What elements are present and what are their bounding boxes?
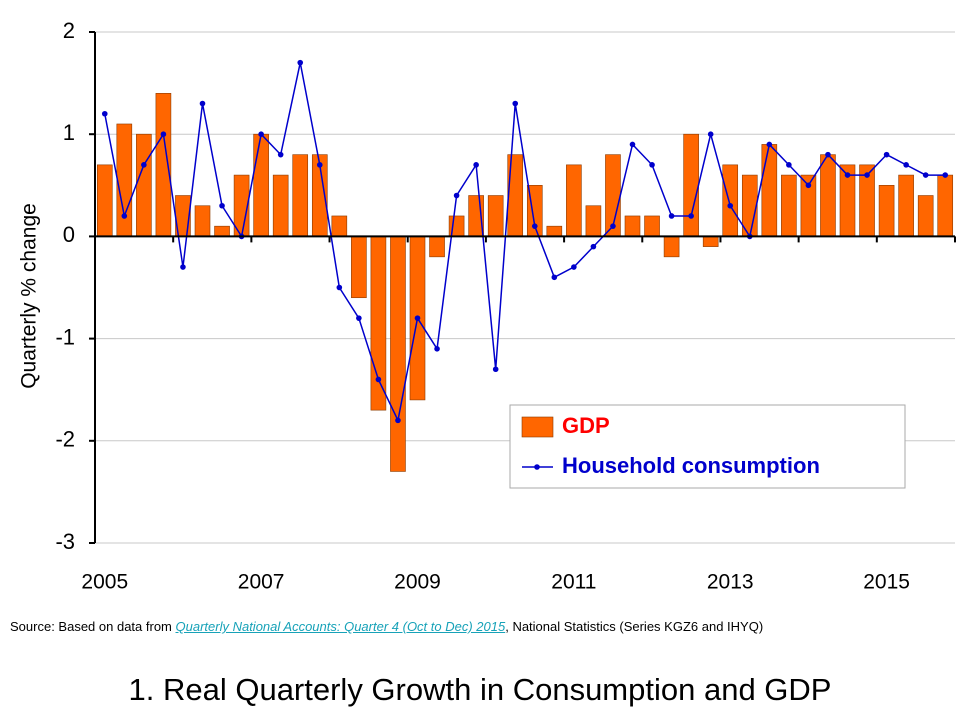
bar <box>546 225 563 237</box>
marker <box>942 172 949 178</box>
bar <box>253 133 269 237</box>
marker <box>141 162 147 168</box>
y-tick-label: 2 <box>63 18 75 43</box>
marker <box>453 192 460 199</box>
bar <box>878 185 895 237</box>
marker <box>356 315 362 321</box>
source-suffix: , National Statistics (Series KGZ6 and I… <box>505 619 764 634</box>
bar <box>116 123 133 237</box>
bar <box>644 215 660 237</box>
bar <box>761 144 778 237</box>
marker <box>199 100 206 107</box>
bar <box>624 215 641 237</box>
legend-label: Household consumption <box>562 453 820 478</box>
marker <box>805 182 812 189</box>
legend-marker <box>534 464 540 470</box>
bar <box>722 164 739 237</box>
marker <box>336 284 343 291</box>
bar <box>292 154 309 237</box>
marker <box>786 162 792 168</box>
marker <box>297 59 304 66</box>
bar <box>683 133 699 237</box>
marker <box>375 376 382 383</box>
y-tick-label: 0 <box>63 222 75 247</box>
bar <box>370 236 387 411</box>
marker <box>590 243 597 250</box>
bar <box>566 164 582 237</box>
marker <box>277 151 284 158</box>
y-tick-label: -3 <box>55 529 75 554</box>
bar <box>937 174 954 237</box>
bar <box>585 205 602 237</box>
bar <box>820 154 836 237</box>
bar <box>351 236 367 299</box>
bar <box>331 215 348 237</box>
x-tick-label: 2013 <box>707 571 754 594</box>
y-tick-label: 1 <box>63 120 75 145</box>
marker <box>668 213 675 219</box>
y-axis-label: Quarterly % change <box>18 203 41 389</box>
marker <box>825 151 831 158</box>
marker <box>707 131 714 137</box>
bar <box>390 236 406 472</box>
marker <box>629 141 636 148</box>
marker <box>922 172 929 178</box>
legend-swatch <box>521 416 554 438</box>
marker <box>434 346 440 352</box>
x-tick-label: 2009 <box>394 571 441 594</box>
line <box>104 62 946 423</box>
marker <box>766 141 773 148</box>
x-tick-label: 2007 <box>238 571 285 594</box>
bar <box>917 195 934 237</box>
bar <box>487 195 504 237</box>
marker <box>316 162 323 168</box>
marker <box>492 366 499 373</box>
marker <box>883 151 890 158</box>
bar <box>429 236 445 258</box>
legend-label: GDP <box>562 413 610 438</box>
bar <box>136 133 152 237</box>
legend: GDP Household consumption <box>509 404 906 489</box>
bar <box>781 174 797 237</box>
marker <box>688 213 694 219</box>
source-note: Source: Based on data from Quarterly Nat… <box>10 617 950 636</box>
y-tick-label: -1 <box>55 324 75 349</box>
marker <box>571 264 577 270</box>
marker <box>531 223 538 229</box>
x-tick-label: 2005 <box>81 571 128 594</box>
bar <box>898 174 914 237</box>
bar <box>272 174 289 237</box>
marker <box>414 315 421 321</box>
marker <box>844 172 851 178</box>
marker <box>160 131 167 137</box>
marker <box>473 162 479 168</box>
marker <box>258 131 264 137</box>
marker <box>727 202 734 209</box>
x-tick-label: 2011 <box>551 571 596 594</box>
marker <box>219 202 225 209</box>
legend-box <box>509 404 906 489</box>
bar <box>663 236 680 258</box>
marker <box>512 100 519 107</box>
marker <box>180 264 186 270</box>
marker <box>101 110 108 117</box>
bar <box>702 236 719 247</box>
chart: Quarterly % change -3 -2 -1 0 1 2 2005 2007 2009… <box>18 18 956 594</box>
y-tick-label: -2 <box>55 427 75 452</box>
marker <box>551 274 558 281</box>
bar <box>214 225 230 237</box>
marker <box>649 162 655 168</box>
marker <box>395 417 401 424</box>
x-tick-label: 2015 <box>863 571 910 594</box>
marker <box>610 223 616 229</box>
chart-title: 1. Real Quarterly Growth in Consumption … <box>128 672 832 707</box>
bar <box>96 164 113 237</box>
marker <box>864 172 870 178</box>
source-prefix: Source: Based on data from <box>10 619 172 634</box>
bar <box>194 205 211 237</box>
marker <box>121 213 128 219</box>
source-link[interactable]: Quarterly National Accounts: Quarter 4 (… <box>175 619 506 634</box>
marker <box>903 162 909 168</box>
